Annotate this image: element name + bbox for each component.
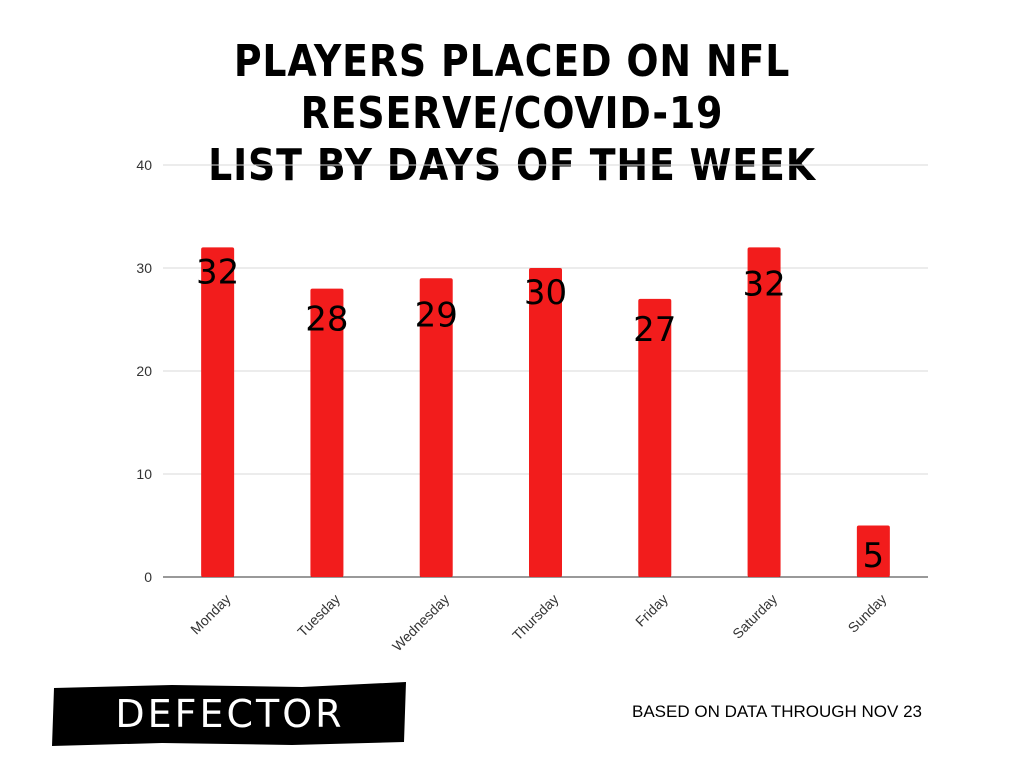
data-label: 27 [633,310,676,350]
bar [638,298,672,577]
x-tick-label: Monday [187,591,234,638]
data-label: 29 [415,295,458,335]
logo-text: DEFECTOR [115,692,345,736]
bar [747,247,781,577]
logo-background [52,682,406,746]
x-tick-label: Tuesday [294,591,343,640]
x-tick-label: Saturday [729,591,780,642]
y-tick-label: 20 [136,363,152,379]
data-label: 30 [524,273,567,313]
x-tick-label: Thursday [509,591,562,644]
y-tick-label: 30 [136,260,152,276]
data-note: BASED ON DATA THROUGH NOV 23 [632,702,923,721]
bar [856,525,890,577]
y-tick-label: 10 [136,466,152,482]
defector-logo: DEFECTOR [52,682,408,746]
x-tick-label: Friday [632,591,671,630]
chart-title-line-1: PLAYERS PLACED ON NFL RESERVE/COVID-19 [233,36,791,139]
data-label: 32 [742,264,785,304]
bar [529,268,562,577]
y-tick-label: 40 [136,157,152,173]
data-label: 28 [305,300,348,340]
bar [419,278,453,577]
bar [201,247,235,577]
data-label: 32 [196,252,239,292]
bar-chart: 0 10 20 30 40 32 Monday 28 Tuesday 29 Wednesday 30 T… [136,157,928,654]
y-tick-label: 0 [144,569,152,585]
x-tick-label: Sunday [845,591,890,636]
data-label: 5 [863,536,885,576]
bar [310,288,344,577]
x-tick-label: Wednesday [389,591,452,654]
